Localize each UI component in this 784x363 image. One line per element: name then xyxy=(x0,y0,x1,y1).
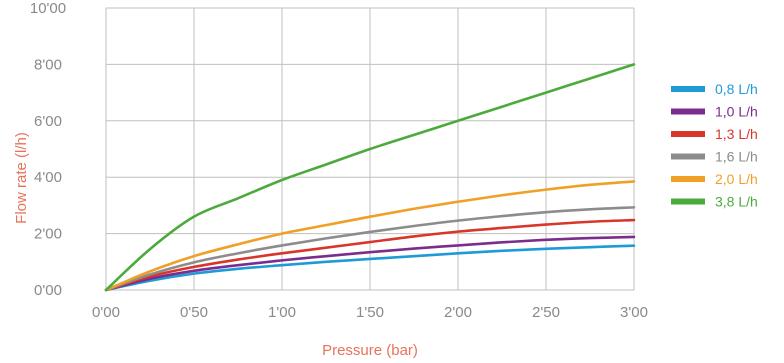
x-tick-label: 0'00 xyxy=(92,304,120,321)
legend: 0,8 L/h 1,0 L/h 1,3 L/h 1,6 L/h 2,0 L/h 3,8 L… xyxy=(671,81,758,210)
y-tick-label: 6'00 xyxy=(34,113,62,130)
x-tick-label: 1'50 xyxy=(356,304,384,321)
series-line-0-8-l-h xyxy=(104,244,636,292)
legend-label-0-8-l-h: 0,8 L/h xyxy=(715,81,758,97)
y-tick-label: 10'00 xyxy=(30,0,66,17)
legend-label-2-0-l-h: 2,0 L/h xyxy=(715,171,758,187)
x-tick-label: 0'50 xyxy=(180,304,208,321)
x-axis-ticks: 0'00 0'50 1'00 1'50 2'00 2'50 3'00 xyxy=(92,304,648,321)
x-tick-label: 2'00 xyxy=(444,304,472,321)
x-axis-title: Pressure (bar) xyxy=(322,342,418,359)
series-lines xyxy=(104,63,636,292)
legend-label-1-3-l-h: 1,3 L/h xyxy=(715,126,758,142)
series-line-1-6-l-h xyxy=(104,206,636,292)
legend-swatch-1-6-l-h xyxy=(671,153,705,160)
series-line-2-0-l-h xyxy=(104,180,636,292)
series-line-1-3-l-h xyxy=(104,218,636,292)
legend-swatch-3-8-l-h xyxy=(671,198,705,205)
legend-swatch-0-8-l-h xyxy=(671,86,705,92)
series-line-3-8-l-h xyxy=(104,63,636,292)
legend-swatch-1-0-l-h xyxy=(671,108,705,115)
legend-label-1-0-l-h: 1,0 L/h xyxy=(715,104,758,120)
y-tick-label: 4'00 xyxy=(34,169,62,186)
x-tick-label: 3'00 xyxy=(620,304,648,321)
x-tick-label: 1'00 xyxy=(268,304,296,321)
legend-label-3-8-l-h: 3,8 L/h xyxy=(715,194,758,210)
legend-label-1-6-l-h: 1,6 L/h xyxy=(715,149,758,165)
y-tick-label: 0'00 xyxy=(34,282,62,299)
x-tick-label: 2'50 xyxy=(532,304,560,321)
legend-swatch-2-0-l-h xyxy=(671,176,705,182)
y-axis-ticks: 0'00 2'00 4'00 6'00 8'00 10'00 xyxy=(30,0,66,299)
grid xyxy=(105,7,635,291)
y-tick-label: 2'00 xyxy=(34,226,62,243)
y-axis-title: Flow rate (l/h) xyxy=(13,132,30,224)
y-tick-label: 8'00 xyxy=(34,56,62,73)
series-line-1-0-l-h xyxy=(104,235,636,292)
legend-swatch-1-3-l-h xyxy=(671,131,705,137)
